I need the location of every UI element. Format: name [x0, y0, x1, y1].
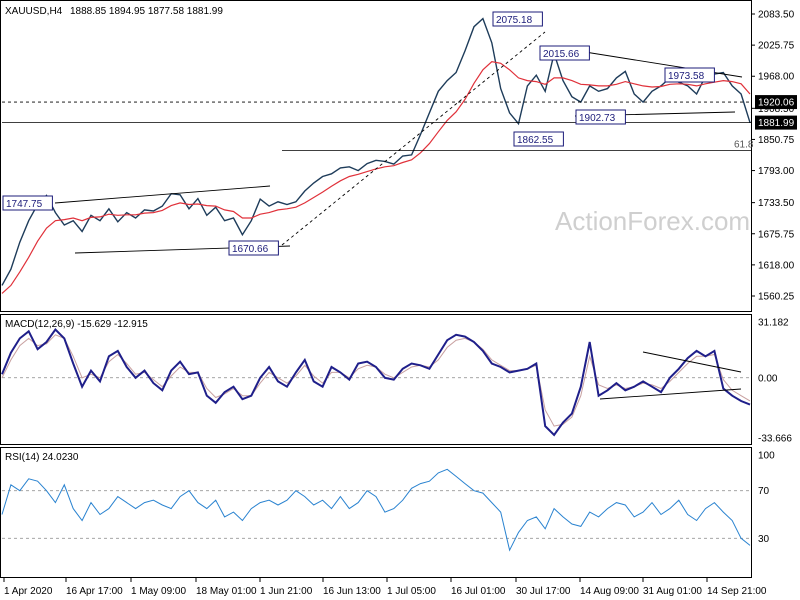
price-annotation: 1747.75 [2, 195, 53, 211]
price-ytick-label: 2083.50 [758, 10, 795, 21]
price-ytick-label: 1675.75 [758, 229, 795, 240]
xtick-label: 16 Apr 17:00 [66, 586, 123, 597]
macd-ytick-label: -33.666 [758, 434, 792, 445]
xtick-label: 1 May 09:00 [131, 586, 186, 597]
hline-label: 1920.06 [758, 98, 795, 109]
chart-lines [1, 13, 755, 582]
rsi-ytick-label: 30 [758, 534, 770, 545]
price-annotation-text: 2075.18 [496, 15, 533, 26]
price-ytick-label: 1733.50 [758, 198, 795, 209]
price-annotation: 2075.18 [492, 11, 543, 27]
hline-label: 1881.99 [758, 118, 795, 129]
trend-line [281, 31, 546, 246]
price-annotation-box [575, 109, 626, 125]
price-ytick-label: 2025.75 [758, 41, 795, 52]
price-annotation: 1670.66 [228, 240, 279, 256]
price-annotation-text: 1902.73 [579, 113, 616, 124]
price-annotation-text: 1973.58 [668, 71, 705, 82]
price-annotation: 1902.73 [575, 109, 626, 125]
watermark: ActionForex.com [555, 206, 750, 236]
price-annotation-box [539, 45, 590, 61]
xtick-label: 1 Apr 2020 [4, 586, 53, 597]
xtick-label: 18 May 01:00 [196, 586, 257, 597]
rsi-panel-frame [0, 447, 752, 578]
macd-ytick-label: 31.182 [758, 318, 789, 329]
price-annotation: 2015.66 [539, 45, 590, 61]
macd-trend-line [599, 388, 742, 400]
price-annotation-box [513, 131, 564, 147]
price-annotation-text: 1670.66 [232, 244, 269, 255]
price-ytick-label: 1908.50 [758, 104, 795, 115]
hline-label-bg [755, 115, 797, 130]
price-line [1, 17, 751, 286]
price-annotation-box [492, 11, 543, 27]
rsi-header: RSI(14) 24.0230 [5, 452, 79, 463]
macd-header: MACD(12,26,9) -15.629 -12.915 [5, 319, 148, 330]
chart-labels: 2083.50 2025.75 1968.00 1908.50 1850.75 1793.… [2, 10, 797, 597]
xtick-label: 16 Jun 13:00 [323, 586, 381, 597]
price-ytick-label: 1560.25 [758, 292, 795, 303]
xtick-label: 30 Jul 17:00 [516, 586, 571, 597]
macd-panel-frame [0, 314, 752, 445]
rsi-ytick-label: 100 [758, 451, 775, 462]
price-annotation-text: 2015.66 [543, 49, 580, 60]
xtick-label: 1 Jun 21:00 [260, 586, 313, 597]
rsi-ytick-label: 70 [758, 486, 770, 497]
macd-line [1, 327, 751, 437]
price-annotation-box [2, 195, 53, 211]
price-header-ohlc: 1888.85 1894.95 1877.58 1881.99 [70, 6, 223, 17]
fib-label: 61.8 [734, 140, 754, 151]
macd-ytick-label: 0.00 [758, 373, 778, 384]
price-annotation-box [664, 67, 715, 83]
price-annotation: 1973.58 [664, 67, 715, 83]
xtick-label: 31 Aug 01:00 [643, 586, 702, 597]
price-annotation-text: 1747.75 [6, 199, 43, 210]
hline-label-bg [755, 95, 797, 110]
trend-line [584, 51, 743, 78]
price-panel-frame [0, 0, 752, 312]
price-annotation: 1862.55 [513, 131, 564, 147]
price-ytick-label: 1793.00 [758, 166, 795, 177]
xtick-label: 14 Sep 21:00 [707, 586, 767, 597]
xtick-label: 1 Jul 05:00 [387, 586, 436, 597]
price-annotation-box [228, 240, 279, 256]
rsi-line [1, 468, 751, 552]
price-ytick-label: 1968.00 [758, 72, 795, 83]
price-ytick-label: 1850.75 [758, 135, 795, 146]
price-annotation-text: 1862.55 [517, 135, 554, 146]
xtick-label: 14 Aug 09:00 [580, 586, 639, 597]
xtick-label: 16 Jul 01:00 [451, 586, 506, 597]
price-header-symbol: XAUUSD,H4 [5, 6, 63, 17]
macd-trend-line [642, 351, 742, 373]
trend-line [54, 185, 271, 204]
price-ytick-label: 1618.00 [758, 260, 795, 271]
